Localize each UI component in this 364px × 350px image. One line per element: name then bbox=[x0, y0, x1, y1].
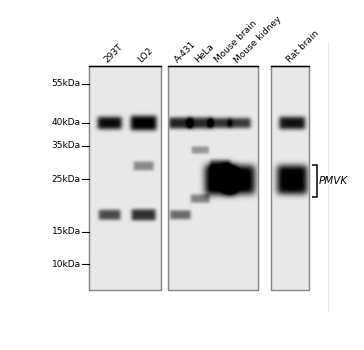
Bar bbox=[271, 66, 309, 290]
Bar bbox=[89, 66, 161, 290]
Bar bbox=[168, 66, 258, 290]
Bar bbox=[46, 42, 328, 66]
Text: 15kDa: 15kDa bbox=[52, 228, 81, 237]
Text: 293T: 293T bbox=[103, 43, 125, 65]
Text: 35kDa: 35kDa bbox=[52, 141, 81, 150]
Text: 55kDa: 55kDa bbox=[52, 79, 81, 88]
Bar bbox=[168, 66, 258, 290]
Text: A-431: A-431 bbox=[173, 40, 198, 65]
Bar bbox=[271, 66, 309, 290]
Bar bbox=[46, 290, 328, 312]
Bar bbox=[168, 66, 258, 290]
Text: HeLa: HeLa bbox=[193, 42, 215, 65]
Bar bbox=[89, 66, 161, 290]
Bar bbox=[271, 66, 309, 290]
Bar bbox=[161, 66, 168, 290]
Text: PMVK: PMVK bbox=[319, 176, 348, 186]
Bar bbox=[258, 66, 271, 290]
Text: Mouse brain: Mouse brain bbox=[213, 19, 258, 65]
Text: 40kDa: 40kDa bbox=[52, 118, 81, 127]
Text: 10kDa: 10kDa bbox=[52, 260, 81, 269]
Text: 25kDa: 25kDa bbox=[52, 175, 81, 184]
Bar bbox=[89, 66, 161, 290]
Text: Mouse kidney: Mouse kidney bbox=[232, 14, 283, 65]
Text: LO2: LO2 bbox=[136, 46, 155, 65]
Text: Rat brain: Rat brain bbox=[285, 29, 320, 65]
Bar bbox=[44, 66, 89, 290]
Bar bbox=[309, 66, 328, 290]
